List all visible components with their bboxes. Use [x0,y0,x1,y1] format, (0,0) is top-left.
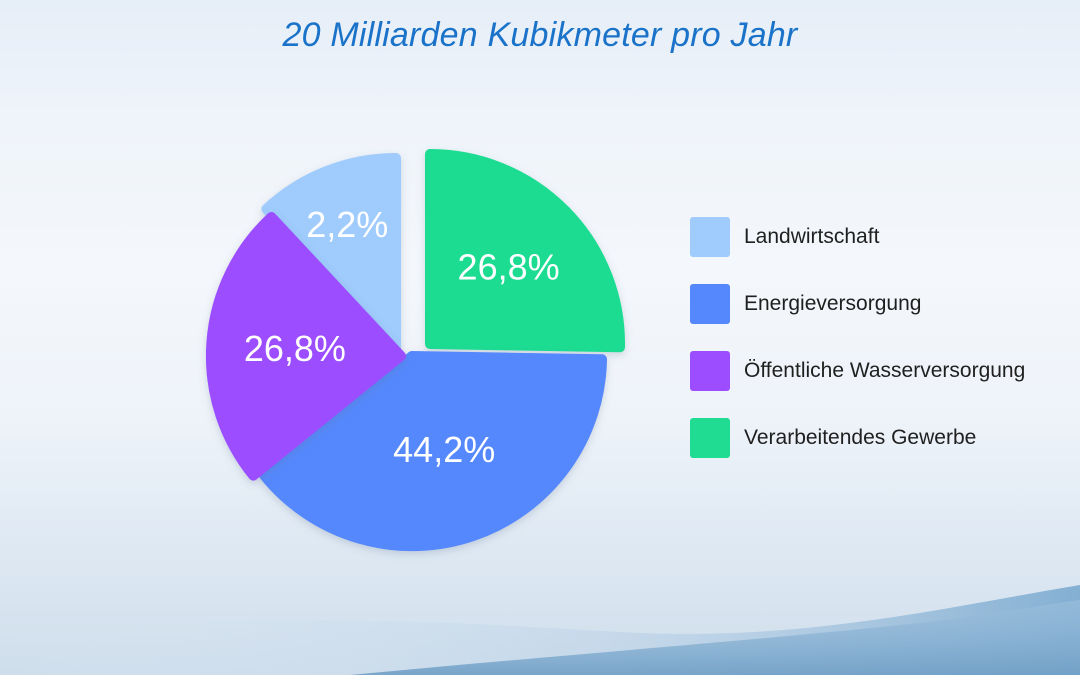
chart-title: 20 Milliarden Kubikmeter pro Jahr [282,16,798,54]
legend-swatch-verarbeitendes-gewerbe [690,418,730,458]
slice-landwirtschaft [261,153,401,353]
legend-item-verarbeitendes-gewerbe: Verarbeitendes Gewerbe [690,417,1075,459]
slice-energieversorgung-label: 44,2% [393,429,495,470]
legend-swatch-oeffentliche-wasserversorgung [690,351,730,391]
slice-verarbeitendes-gewerbe-label: 26,8% [458,246,560,287]
legend-label-landwirtschaft: Landwirtschaft [744,225,880,248]
legend-label-verarbeitendes-gewerbe: Verarbeitendes Gewerbe [744,426,977,449]
legend-swatch-landwirtschaft [690,217,730,257]
slice-energieversorgung [259,351,607,552]
legend-item-energieversorgung: Energieversorgung [690,283,1075,325]
legend-label-oeffentliche-wasserversorgung: Öffentliche Wasserversorgung [744,359,1026,382]
legend-item-landwirtschaft: Landwirtschaft [690,216,1075,258]
legend-label-energieversorgung: Energieversorgung [744,292,922,315]
slice-oeffentliche-wasserversorgung-label: 26,8% [244,328,346,369]
legend-item-oeffentliche-wasserversorgung: Öffentliche Wasserversorgung [690,350,1075,392]
legend-swatch-energieversorgung [690,284,730,324]
slice-verarbeitendes-gewerbe [425,149,626,353]
slice-oeffentliche-wasserversorgung [205,212,406,481]
legend: Landwirtschaft Energieversorgung Öffentl… [690,216,1075,484]
slice-landwirtschaft-label: 2,2% [306,204,388,245]
